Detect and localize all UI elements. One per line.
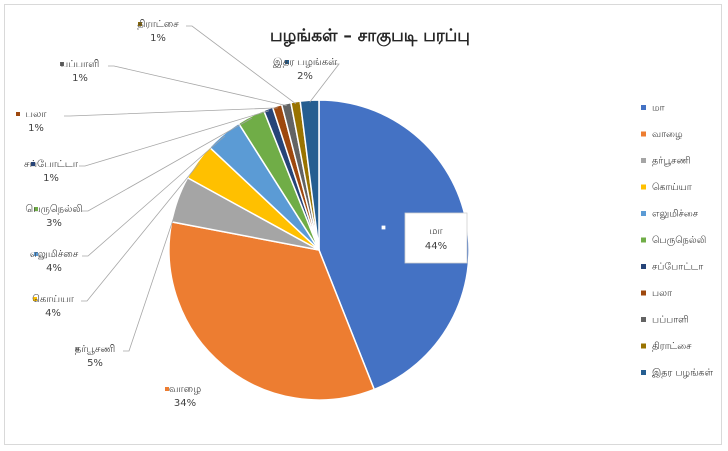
legend-swatch [641, 131, 646, 137]
leader-line [108, 65, 287, 106]
data-label-name: தர்பூசணி [75, 344, 116, 355]
data-label-value: 4% [46, 263, 62, 274]
legend-entry: பலா [652, 288, 673, 299]
data-label-name: எலுமிச்சை [30, 249, 79, 260]
chart-title: பழங்கள் – சாகுபடி பரப்பு [270, 26, 470, 46]
data-label-value: 1% [150, 33, 166, 44]
legend-entry: திராட்சை [652, 341, 692, 352]
legend-swatch [641, 211, 646, 216]
legend-entry: மா [652, 103, 666, 114]
data-label-marker [165, 387, 169, 391]
pie-slice-11 [299, 99, 320, 251]
data-label-value: 44% [425, 241, 447, 252]
legend-swatch [641, 343, 646, 349]
data-label-value: 2% [297, 71, 313, 82]
data-label-marker [285, 60, 289, 64]
legend-swatch [641, 290, 646, 296]
data-label-name: சப்போட்டா [24, 159, 79, 170]
data-label-value: 5% [87, 358, 103, 369]
data-label-marker [60, 62, 64, 66]
pie-slice-2 [168, 221, 376, 401]
data-label-marker [34, 207, 38, 211]
legend-swatch [641, 158, 646, 163]
legend-entry: சப்போட்டா [652, 262, 704, 273]
legend: மா வாழை தர்பூசணி கொய்யா எலுமிச்சை பெருநெல்லி ச… [641, 103, 713, 379]
data-label-marker [34, 252, 38, 256]
data-label-name: மா [429, 226, 443, 237]
legend-entry: பெருநெல்லி [652, 235, 707, 246]
leader-line [81, 162, 200, 302]
data-label-name: பப்பாளி [61, 59, 100, 70]
leader-line [82, 117, 252, 212]
data-label-name: திராட்சை [137, 19, 179, 30]
data-label-value: 34% [174, 398, 196, 409]
data-label-box [404, 212, 468, 264]
data-label-marker [16, 112, 20, 116]
data-label-marker [75, 347, 79, 351]
data-label-marker [138, 22, 142, 26]
legend-entry: தர்பூசணி [652, 156, 691, 167]
legend-swatch [641, 370, 646, 375]
data-label-name: பெருநெல்லி [25, 204, 82, 215]
legend-entry: பப்பாளி [652, 315, 689, 326]
data-label-marker [31, 162, 35, 166]
data-label-name: பலா [26, 109, 48, 120]
legend-swatch [641, 105, 646, 110]
legend-entry: இதர பழங்கள் [652, 368, 713, 379]
pie-chart: பழங்கள் – சாகுபடி பரப்பு மா 44% வாழை 34% தர்… [16, 19, 713, 409]
data-label-value: 4% [45, 308, 61, 319]
leader-line [309, 63, 340, 103]
leader-line [186, 25, 297, 105]
legend-entry: வாழை [652, 129, 683, 140]
leader-line [79, 110, 270, 167]
data-label-name: வாழை [169, 384, 201, 395]
data-label-name: கொய்யா [32, 294, 75, 305]
data-label-marker [380, 224, 387, 231]
data-label-value: 1% [28, 123, 44, 134]
legend-swatch [641, 317, 646, 322]
data-label-name: இதர பழங்கள் [273, 57, 337, 68]
leader-line [82, 135, 225, 257]
data-label-value: 3% [46, 218, 62, 229]
legend-swatch [641, 237, 646, 243]
leader-line [64, 107, 278, 117]
data-label-value: 1% [72, 73, 88, 84]
leader-line [123, 199, 181, 352]
legend-swatch [641, 264, 646, 269]
data-label-marker [33, 297, 37, 301]
legend-swatch [641, 184, 646, 190]
chart-area: பழங்கள் – சாகுபடி பரப்பு மா 44% வாழை 34% தர்… [4, 4, 722, 445]
data-label-value: 1% [43, 173, 59, 184]
legend-entry: எலுமிச்சை [652, 209, 699, 220]
legend-entry: கொய்யா [652, 182, 693, 193]
